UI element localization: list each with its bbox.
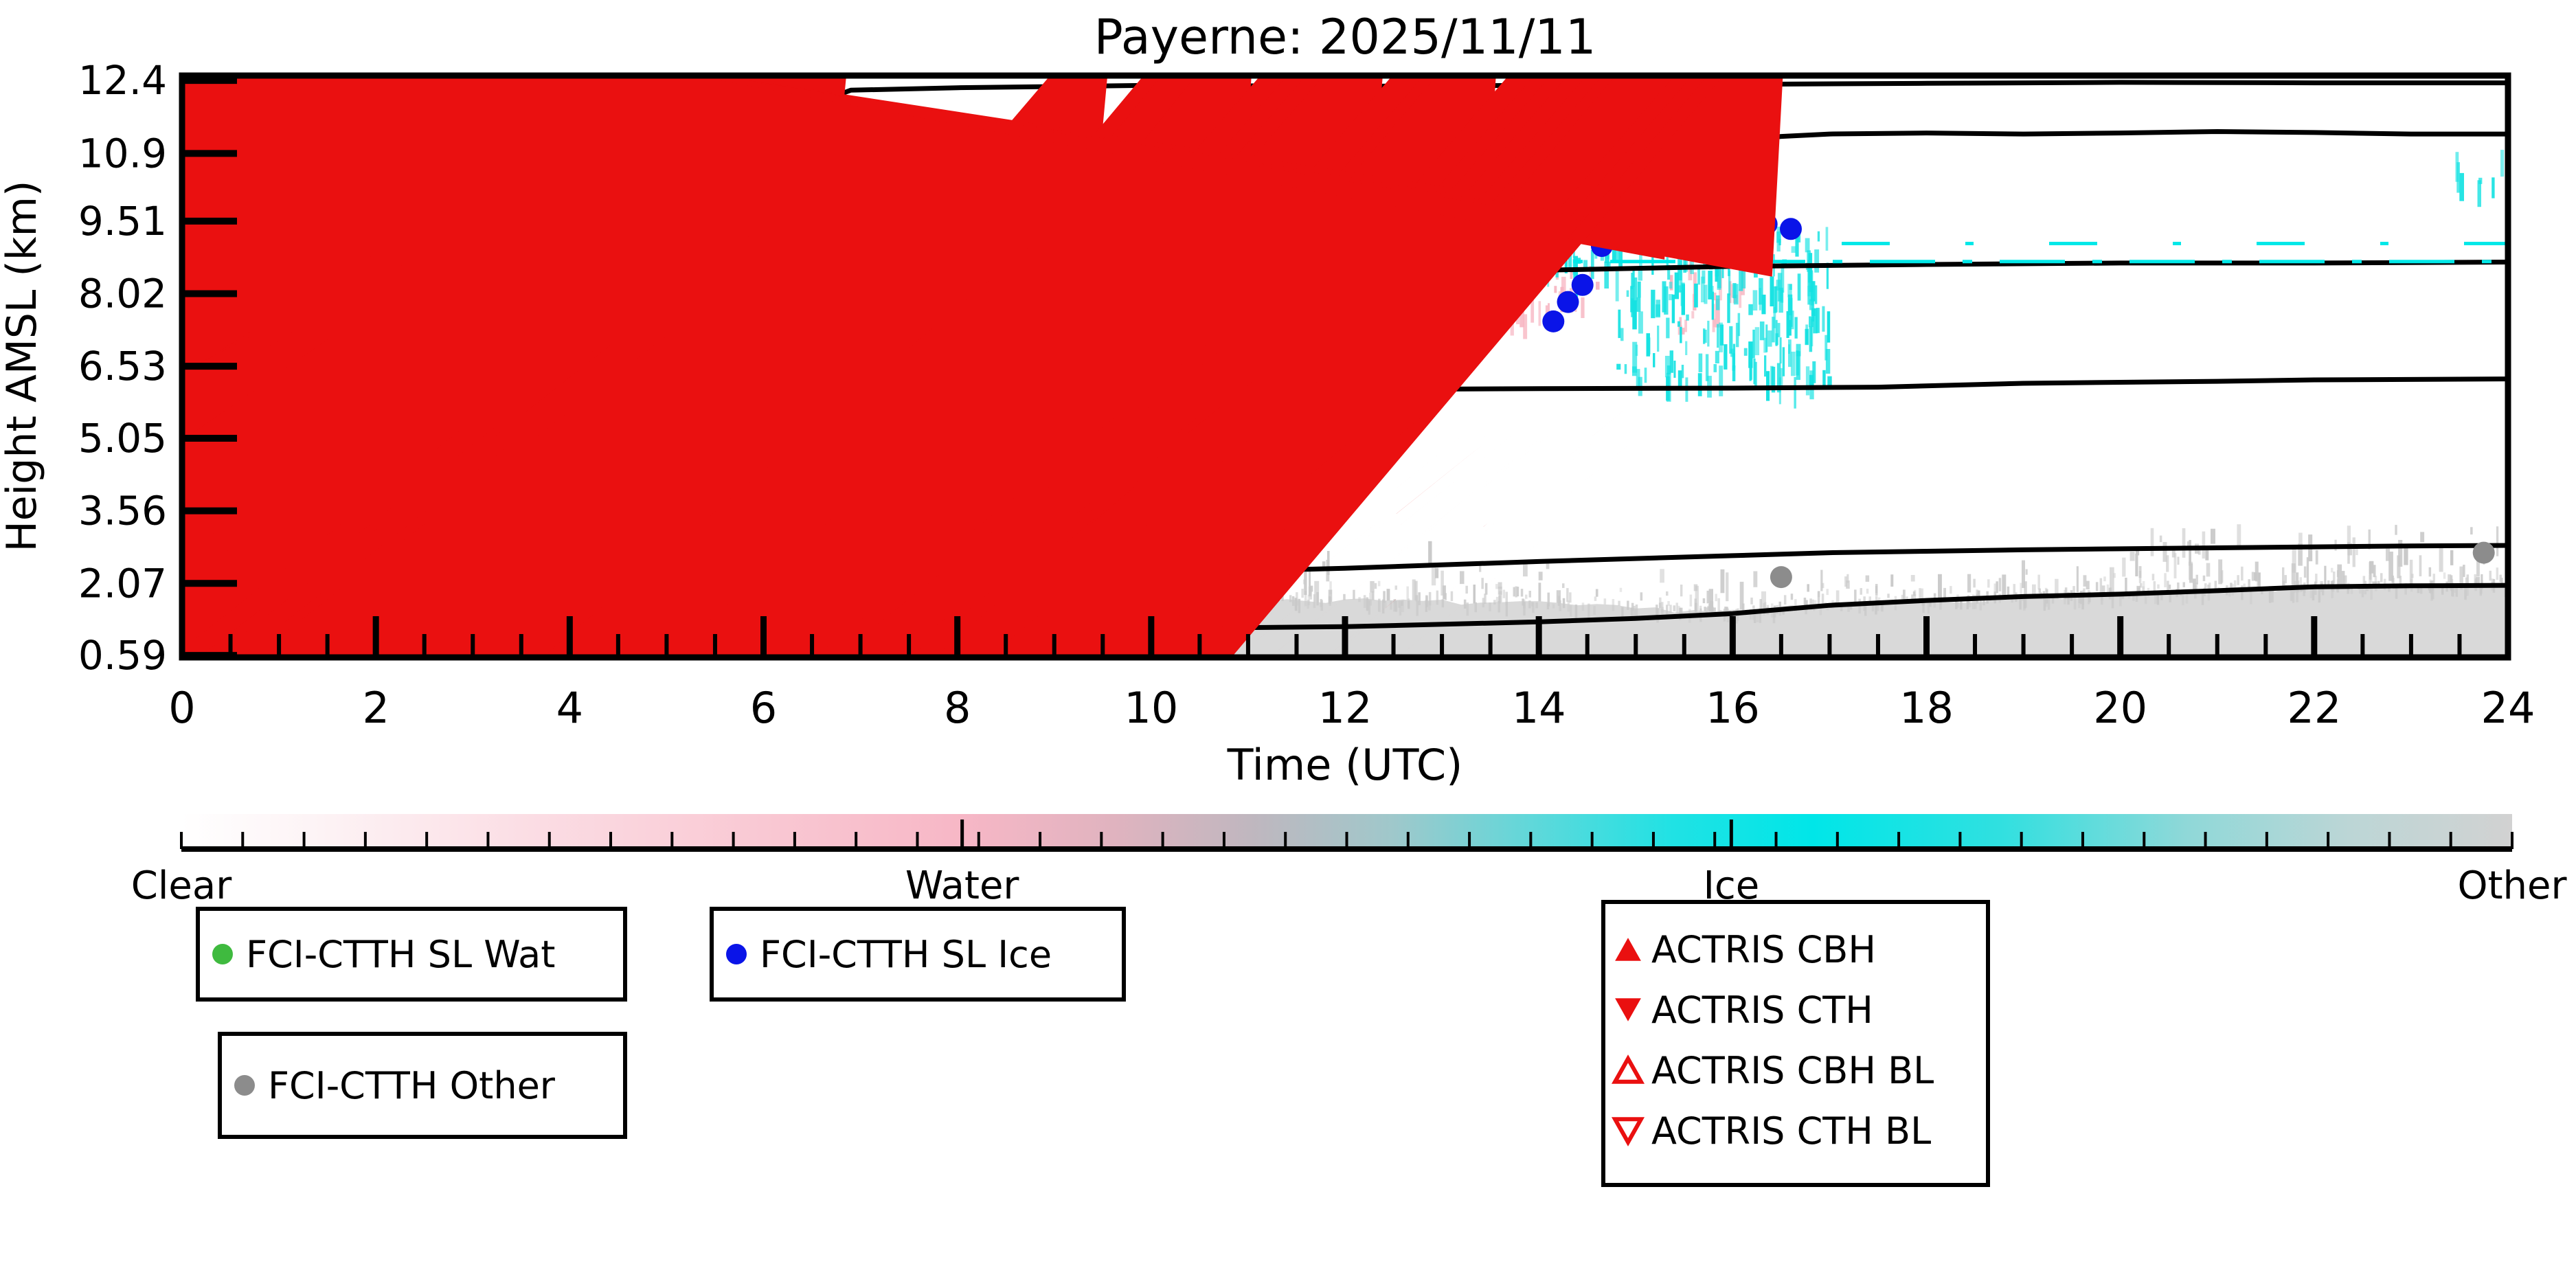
x-tick-label: 14 — [1512, 683, 1566, 733]
legend-box-frame — [710, 907, 1126, 1002]
colorbar-label-other: Other — [2457, 863, 2567, 908]
legend-label-actris-cth-bl: ACTRIS CTH BL — [1651, 1109, 1931, 1153]
x-tick-label: 20 — [2093, 683, 2147, 733]
y-tick-label: 2.07 — [78, 560, 167, 607]
x-tick-label: 18 — [1899, 683, 1954, 733]
x-tick-label: 2 — [362, 683, 389, 733]
x-tick-label: 16 — [1706, 683, 1760, 733]
actris-cth-points — [182, 76, 1783, 657]
legend-label-fci-ctth-sl-ice: FCI-CTTH SL Ice — [760, 933, 1052, 976]
legend-box-frame — [196, 907, 627, 1002]
legend-marker-actris-cbh-bl — [1611, 1054, 1645, 1084]
legend-label-fci-ctth-sl-wat: FCI-CTTH SL Wat — [246, 933, 555, 976]
y-tick-label: 0.59 — [78, 632, 167, 679]
y-axis-label: Height AMSL (km) — [0, 181, 46, 552]
legend-box-1: FCI-CTTH SL Wat — [196, 907, 627, 1002]
y-tick-label: 10.9 — [78, 130, 167, 177]
y-tick-label: 5.05 — [78, 415, 167, 462]
x-tick-label: 22 — [2287, 683, 2341, 733]
legend-box-frame — [218, 1032, 627, 1139]
legend-marker-fci-ctth-sl-ice — [726, 944, 747, 964]
y-tick-label: 3.56 — [78, 488, 167, 534]
x-tick-label: 0 — [168, 683, 195, 733]
legend-marker-actris-cbh — [1615, 938, 1641, 961]
y-tick-label: 12.4 — [78, 57, 167, 104]
x-tick-label: 8 — [944, 683, 971, 733]
legend-label-actris-cbh: ACTRIS CBH — [1651, 928, 1876, 971]
x-tick-label: 4 — [556, 683, 583, 733]
legend-marker-fci-ctth-other — [234, 1075, 255, 1096]
legend-marker-actris-cth-bl — [1611, 1117, 1645, 1146]
legend-box-3: FCI-CTTH Other — [218, 1032, 627, 1139]
actris-cbh-points — [182, 180, 1772, 657]
colorbar-label-clear: Clear — [131, 863, 232, 908]
y-tick-label: 6.53 — [78, 343, 167, 389]
y-tick-label: 8.02 — [78, 271, 167, 317]
colorbar-label-water: Water — [905, 863, 1020, 908]
x-tick-label: 6 — [750, 683, 777, 733]
legend-box-2: FCI-CTTH SL Ice — [710, 907, 1126, 1002]
legend-boxes: FCI-CTTH SL Wat FCI-CTTH SL Ice FCI-CTTH O… — [196, 900, 1990, 1187]
legend-marker-fci-ctth-sl-wat — [212, 944, 233, 964]
x-tick-label: 10 — [1124, 683, 1178, 733]
cloud-phase-colorbar: Clear Water Ice Other — [131, 814, 2567, 908]
axes-spines-and-ticks: 12.410.99.518.026.535.053.562.070.590 2 4 6… — [78, 57, 2535, 733]
legend-label-actris-cth: ACTRIS CTH — [1651, 988, 1873, 1032]
legend-label-actris-cbh-bl: ACTRIS CBH BL — [1651, 1049, 1934, 1092]
x-axis-label: Time (UTC) — [1227, 740, 1463, 790]
legend-label-fci-ctth-other: FCI-CTTH Other — [268, 1064, 556, 1107]
legend-marker-actris-cth — [1615, 998, 1641, 1021]
y-tick-label: 9.51 — [78, 198, 167, 245]
legend-box-4: ACTRIS CBH ACTRIS CTH ACTRIS CBH BL ACTRIS … — [1601, 900, 1990, 1187]
legend-box-frame — [1601, 900, 1990, 1187]
page-title: Payerne: 2025/11/11 — [1094, 9, 1596, 65]
plot-area: 210230250273279 — [182, 76, 2508, 657]
x-tick-label: 24 — [2481, 683, 2535, 733]
x-tick-label: 12 — [1318, 683, 1372, 733]
